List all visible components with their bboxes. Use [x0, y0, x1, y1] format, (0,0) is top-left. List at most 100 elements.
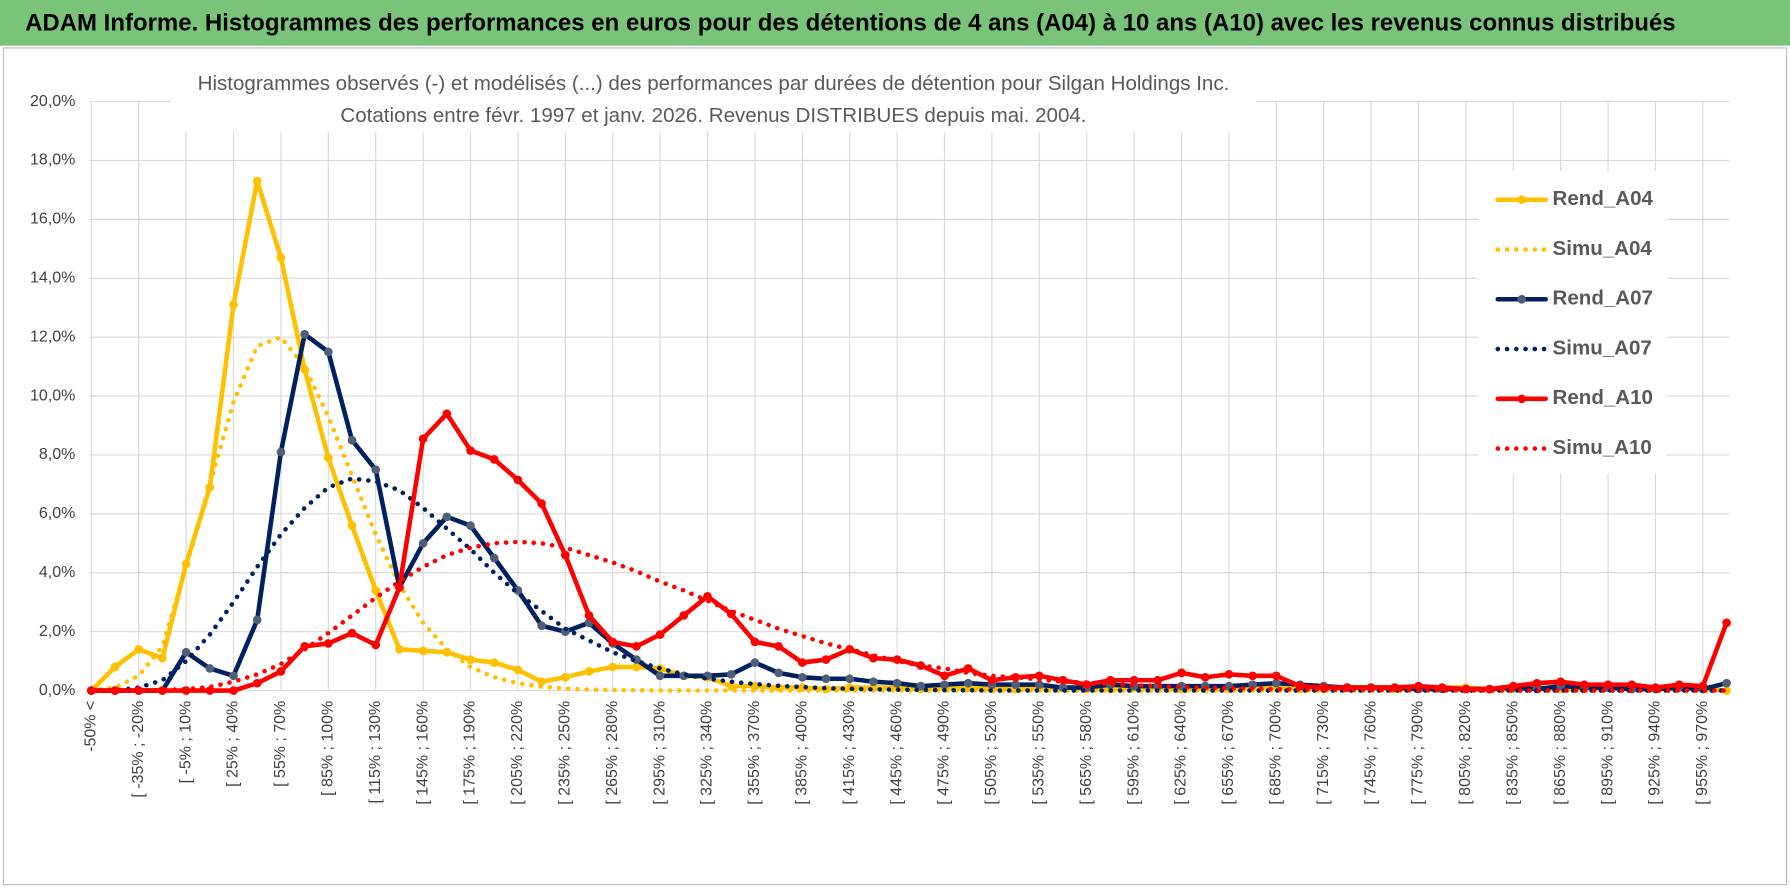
y-tick-label: 18,0% — [30, 152, 75, 169]
x-tick-label: [ 865% ; 880% — [1552, 701, 1569, 805]
grid: -50% < [ -35% ; -20% [ -5% ; 10% [ 25% ; 40… — [30, 93, 1730, 805]
point — [774, 642, 783, 651]
point — [1224, 670, 1234, 679]
legend-label: Simu_A07 — [1553, 336, 1652, 359]
point — [1603, 680, 1613, 689]
point — [181, 647, 191, 657]
x-tick-label: [ 715% ; 730% — [1315, 701, 1332, 805]
legend-label: Rend_A04 — [1553, 187, 1654, 210]
point — [1011, 680, 1020, 689]
chart-subtitle: Cotations entre févr. 1997 et janv. 2026… — [340, 104, 1086, 127]
point — [276, 447, 286, 457]
point — [489, 455, 499, 464]
x-tick-label: [ 595% ; 610% — [1125, 701, 1142, 805]
point — [1153, 675, 1163, 685]
x-tick-label: [ 25% ; 40% — [225, 701, 242, 787]
point — [513, 665, 523, 675]
x-tick-label: [ 505% ; 520% — [983, 701, 1000, 805]
point — [276, 667, 286, 676]
x-tick-label: [ 685% ; 700% — [1268, 701, 1285, 805]
legend-marker — [1517, 294, 1527, 304]
point — [537, 621, 546, 631]
point — [134, 644, 144, 654]
header-bar — [0, 0, 1790, 46]
point — [1722, 618, 1731, 628]
point — [323, 453, 333, 463]
y-tick-label: 14,0% — [30, 269, 75, 286]
y-tick-label: 12,0% — [30, 328, 75, 345]
point — [940, 680, 949, 689]
page-title: ADAM Informe. Histogrammes des performan… — [25, 9, 1675, 36]
point — [821, 655, 831, 664]
x-tick-label: [ 625% ; 640% — [1173, 701, 1190, 805]
point — [347, 521, 357, 530]
x-tick-label: [ 565% ; 580% — [1078, 701, 1095, 805]
x-tick-label: [ -5% ; 10% — [177, 701, 194, 784]
x-tick-label: [ 415% ; 430% — [841, 701, 858, 805]
point — [1034, 680, 1044, 689]
point — [1177, 668, 1186, 678]
x-tick-label: [ 925% ; 940% — [1647, 701, 1664, 805]
point — [1556, 677, 1566, 687]
point — [347, 628, 357, 638]
point — [679, 611, 689, 620]
x-tick-label: [ 835% ; 850% — [1504, 701, 1521, 805]
x-tick-label: [ 895% ; 910% — [1599, 701, 1616, 805]
point — [1248, 671, 1257, 681]
point — [1722, 678, 1731, 688]
legend-label: Rend_A10 — [1553, 386, 1653, 409]
point — [323, 347, 333, 357]
x-tick-label: [ 355% ; 370% — [746, 701, 763, 805]
point — [110, 686, 120, 695]
observed-line — [89, 411, 1729, 693]
x-tick-label: [ 655% ; 670% — [1220, 701, 1237, 805]
legend-marker — [1517, 195, 1527, 205]
legend-background — [1478, 171, 1667, 474]
point — [418, 646, 428, 656]
point — [726, 670, 736, 679]
point — [560, 550, 570, 560]
x-tick-label: [ 295% ; 310% — [651, 701, 668, 805]
y-tick-label: 10,0% — [30, 387, 75, 404]
point — [774, 668, 783, 678]
x-tick-label: [ 385% ; 400% — [794, 701, 811, 805]
point — [537, 677, 546, 687]
x-tick-label: [ 445% ; 460% — [888, 701, 905, 805]
model-line — [89, 539, 1729, 693]
x-tick-label: [ 805% ; 820% — [1457, 701, 1474, 805]
point — [584, 667, 594, 676]
point — [466, 446, 475, 455]
point — [632, 655, 641, 664]
y-tick-label: 8,0% — [39, 446, 75, 463]
point — [892, 678, 902, 688]
legend-label: Simu_A10 — [1553, 436, 1652, 459]
point — [371, 640, 381, 650]
point — [395, 644, 404, 654]
point — [371, 465, 381, 475]
x-tick-label: [ 235% ; 250% — [557, 701, 574, 805]
point — [608, 662, 618, 672]
point — [726, 681, 736, 691]
point — [252, 615, 262, 625]
x-tick-label: [ 85% ; 100% — [320, 701, 337, 796]
x-tick-label: [ 475% ; 490% — [936, 701, 953, 805]
y-tick-label: 4,0% — [39, 564, 75, 581]
point — [466, 521, 475, 530]
point — [371, 586, 381, 595]
point — [1414, 681, 1423, 691]
point — [1011, 672, 1020, 682]
point — [229, 686, 238, 695]
point — [252, 176, 262, 186]
y-tick-label: 16,0% — [30, 211, 75, 228]
x-tick-label: [ -35% ; -20% — [130, 701, 147, 798]
point — [347, 435, 357, 445]
x-tick-label: -50% < — [83, 701, 100, 752]
point — [963, 678, 973, 688]
point — [560, 672, 570, 682]
legend-label: Rend_A07 — [1553, 287, 1653, 310]
point — [205, 664, 215, 673]
point — [632, 662, 641, 672]
point — [442, 409, 452, 419]
point — [1271, 678, 1281, 688]
point — [1627, 680, 1637, 689]
